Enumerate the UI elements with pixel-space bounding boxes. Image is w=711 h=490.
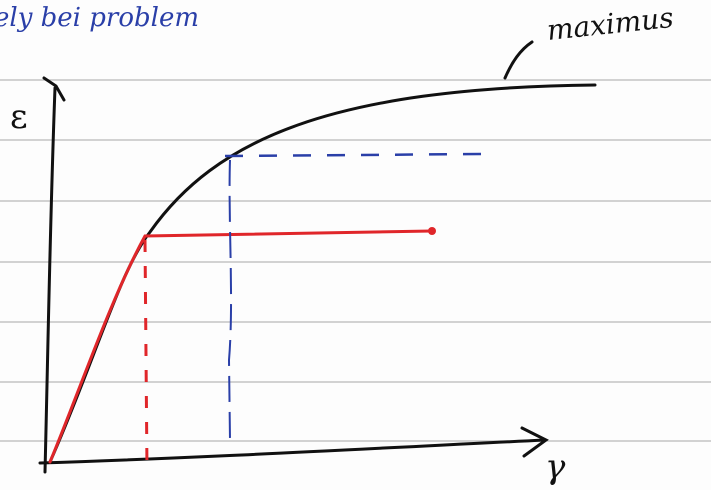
y-axis-label: ε bbox=[10, 97, 28, 137]
sketch: ely bei problem ε γ maximus bbox=[0, 0, 711, 490]
x-axis-label: γ bbox=[545, 447, 566, 487]
top-text: ely bei problem bbox=[0, 3, 199, 33]
red-endpoint bbox=[428, 227, 436, 235]
paper bbox=[0, 0, 711, 490]
page: {"notes": {"top_text": "ely bei problem"… bbox=[0, 0, 711, 490]
